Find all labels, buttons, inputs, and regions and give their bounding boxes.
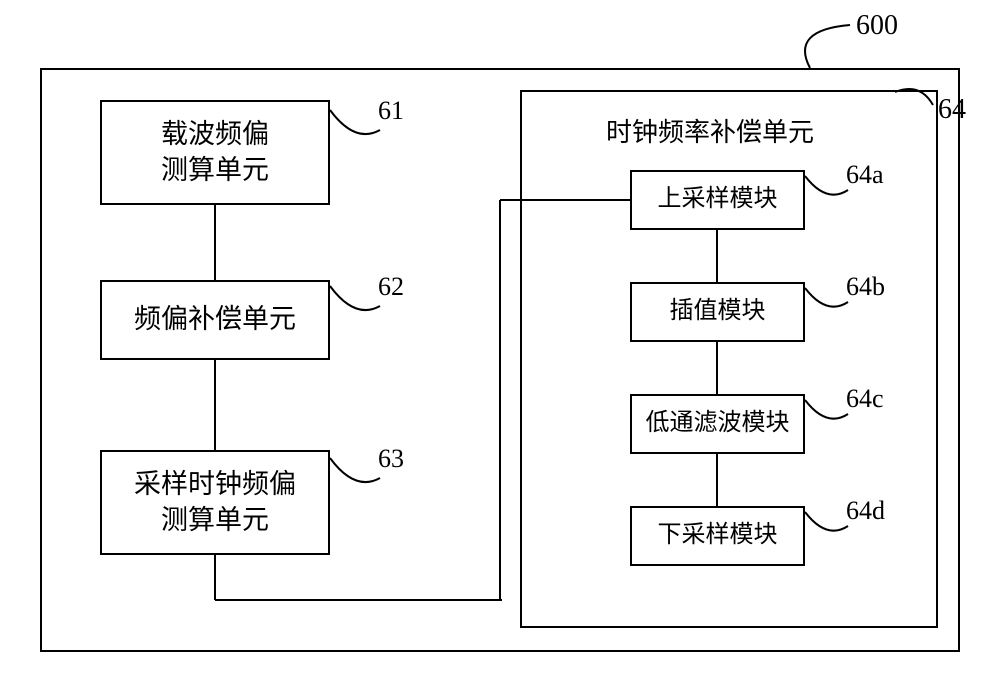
connector-3 [215,599,502,601]
right-block-64c: 低通滤波模块 [630,394,805,454]
right-block-64a: 上采样模块 [630,170,805,230]
connector-2 [214,555,216,600]
right-label-64c: 64c [846,384,884,414]
right-label-64d: 64d [846,496,885,526]
connector-8 [716,454,718,506]
left-label-63: 63 [378,444,404,474]
connector-1 [214,360,216,450]
left-block-63: 采样时钟频偏 测算单元 [100,450,330,555]
left-label-62: 62 [378,272,404,302]
left-label-61: 61 [378,96,404,126]
left-block-62: 频偏补偿单元 [100,280,330,360]
connector-0 [214,205,216,280]
right-label-64b: 64b [846,272,885,302]
left-block-61: 载波频偏 测算单元 [100,100,330,205]
right-block-64b: 插值模块 [630,282,805,342]
diagram-container: 时钟频率补偿单元 600 64 载波频偏 测算单元61频偏补偿单元62采样时钟频… [0,0,1000,688]
connector-6 [716,230,718,282]
connector-4 [499,200,501,600]
right-label-64a: 64a [846,160,884,190]
connector-7 [716,342,718,394]
right-block-64d: 下采样模块 [630,506,805,566]
connector-5 [500,199,632,201]
